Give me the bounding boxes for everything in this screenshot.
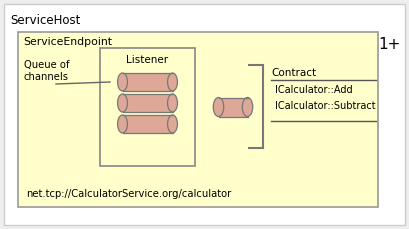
Text: 1+: 1+: [379, 37, 401, 52]
FancyBboxPatch shape: [100, 48, 195, 166]
Ellipse shape: [168, 73, 178, 91]
Ellipse shape: [242, 98, 253, 117]
Bar: [123, 94, 173, 112]
Text: Listener: Listener: [126, 55, 169, 65]
Text: Contract: Contract: [271, 68, 316, 78]
Ellipse shape: [117, 94, 128, 112]
Bar: [123, 73, 173, 91]
FancyBboxPatch shape: [4, 4, 405, 225]
Text: ServiceHost: ServiceHost: [10, 14, 81, 27]
Bar: [218, 98, 247, 117]
FancyBboxPatch shape: [18, 32, 378, 207]
Ellipse shape: [213, 98, 224, 117]
Text: Queue of
channels: Queue of channels: [24, 60, 70, 82]
Ellipse shape: [168, 94, 178, 112]
Ellipse shape: [117, 115, 128, 133]
Ellipse shape: [168, 115, 178, 133]
Ellipse shape: [117, 73, 128, 91]
Text: ICalculator::Add: ICalculator::Add: [275, 85, 353, 95]
Text: ServiceEndpoint: ServiceEndpoint: [23, 37, 112, 47]
Text: net.tcp://CalculatorService.org/calculator: net.tcp://CalculatorService.org/calculat…: [26, 189, 231, 199]
Bar: [123, 115, 173, 133]
Text: ICalculator::Subtract: ICalculator::Subtract: [275, 101, 375, 111]
